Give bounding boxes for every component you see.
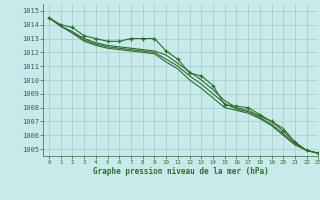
X-axis label: Graphe pression niveau de la mer (hPa): Graphe pression niveau de la mer (hPa) <box>93 167 269 176</box>
